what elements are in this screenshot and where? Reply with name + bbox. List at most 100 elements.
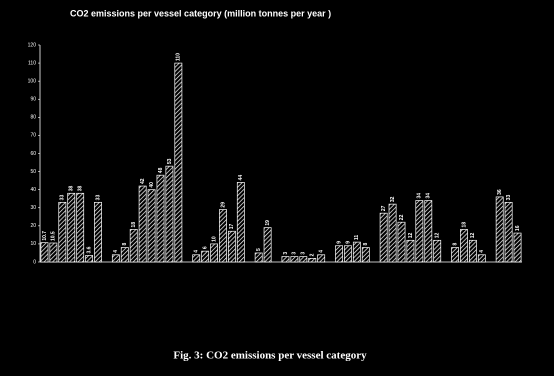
- y-tick-label: 40: [30, 187, 36, 193]
- bar: [388, 203, 397, 263]
- bar: [165, 165, 174, 263]
- bar: [201, 250, 210, 263]
- value-label: 29: [220, 202, 226, 208]
- value-label: 34: [426, 193, 432, 199]
- value-label: 10.5: [51, 231, 57, 241]
- y-tick-label: 30: [30, 205, 36, 211]
- value-label: 5: [256, 248, 262, 251]
- bar: [468, 239, 477, 263]
- value-label: 3: [301, 252, 307, 255]
- y-tick-label: 20: [30, 223, 36, 229]
- value-label: 40: [149, 182, 155, 188]
- value-label: 10: [211, 236, 217, 242]
- value-label: 9: [336, 241, 342, 244]
- value-label: 4: [113, 250, 119, 253]
- value-label: 4: [479, 250, 485, 253]
- bar: [85, 255, 94, 263]
- bar: [361, 247, 370, 263]
- value-label: 34: [417, 193, 423, 199]
- bar: [120, 247, 129, 263]
- bar: [477, 254, 486, 263]
- value-label: 12: [435, 233, 441, 239]
- bar: [219, 209, 227, 263]
- bar: [290, 256, 299, 263]
- bar: [397, 221, 406, 263]
- bar: [281, 256, 290, 263]
- value-label: 10.7: [42, 231, 48, 241]
- value-label: 8: [122, 243, 128, 246]
- bar: [236, 182, 245, 263]
- value-label: 44: [238, 175, 244, 181]
- bar: [415, 200, 424, 263]
- value-label: 18: [131, 222, 137, 228]
- value-label: 12: [408, 233, 414, 239]
- value-label: 22: [399, 214, 405, 220]
- bar: [49, 242, 58, 263]
- y-tick-label: 0: [33, 259, 36, 265]
- bar: [76, 192, 85, 263]
- value-label: 3: [292, 252, 298, 255]
- value-label: 18: [461, 222, 467, 228]
- bar: [263, 227, 272, 263]
- value-label: 3: [283, 252, 289, 255]
- value-label: 16: [515, 225, 521, 231]
- y-tick-label: 120: [28, 42, 37, 48]
- value-label: 9: [345, 241, 351, 244]
- bar: [344, 245, 352, 263]
- bar: [352, 241, 361, 263]
- bar: [460, 229, 468, 263]
- bar: [433, 239, 442, 263]
- value-label: 12: [470, 233, 476, 239]
- y-tick-label: 110: [28, 60, 36, 66]
- bar: [147, 189, 156, 263]
- y-tick-label: 50: [30, 169, 36, 175]
- bar: [138, 185, 147, 263]
- bar: [317, 254, 326, 263]
- chart-title: CO2 emissions per vessel category (milli…: [70, 8, 331, 18]
- bar: [513, 232, 522, 263]
- value-label: 36: [497, 189, 503, 195]
- value-label: 32: [390, 196, 396, 202]
- bar: [210, 243, 218, 263]
- value-label: 33: [506, 195, 512, 201]
- value-label: 27: [381, 205, 387, 211]
- bar: [40, 242, 49, 263]
- bar: [254, 252, 263, 263]
- bar: [424, 200, 433, 263]
- y-tick-label: 60: [30, 151, 36, 157]
- bar: [67, 192, 76, 263]
- value-label: 11: [354, 235, 360, 241]
- value-label: 4: [194, 250, 200, 253]
- y-tick-label: 90: [30, 97, 36, 103]
- value-label: 110: [176, 53, 182, 61]
- bar: [451, 247, 459, 263]
- value-label: 17: [229, 223, 235, 229]
- value-label: 19: [265, 220, 271, 226]
- bar: [227, 230, 236, 263]
- value-label: 38: [77, 186, 83, 192]
- bar: [58, 201, 67, 263]
- value-label: 8: [363, 243, 369, 246]
- bar: [192, 254, 201, 263]
- value-label: 48: [158, 167, 164, 173]
- value-label: 33: [60, 195, 66, 201]
- value-label: 38: [69, 186, 75, 192]
- bar: [299, 256, 308, 263]
- y-tick-label: 100: [28, 78, 37, 84]
- bar: [308, 258, 317, 263]
- y-tick-label: 70: [30, 133, 36, 139]
- value-label: 2: [310, 253, 316, 256]
- bar: [379, 212, 388, 263]
- bar: [495, 196, 504, 263]
- bar: [156, 174, 165, 263]
- bar: [129, 229, 138, 263]
- bar: [111, 254, 120, 263]
- value-label: 53: [167, 158, 173, 164]
- value-label: 33: [95, 195, 101, 201]
- bar: [174, 62, 183, 263]
- value-label: 4: [318, 250, 324, 253]
- value-label: 3.6: [86, 246, 92, 253]
- bar: [504, 201, 513, 263]
- value-label: 42: [140, 178, 146, 184]
